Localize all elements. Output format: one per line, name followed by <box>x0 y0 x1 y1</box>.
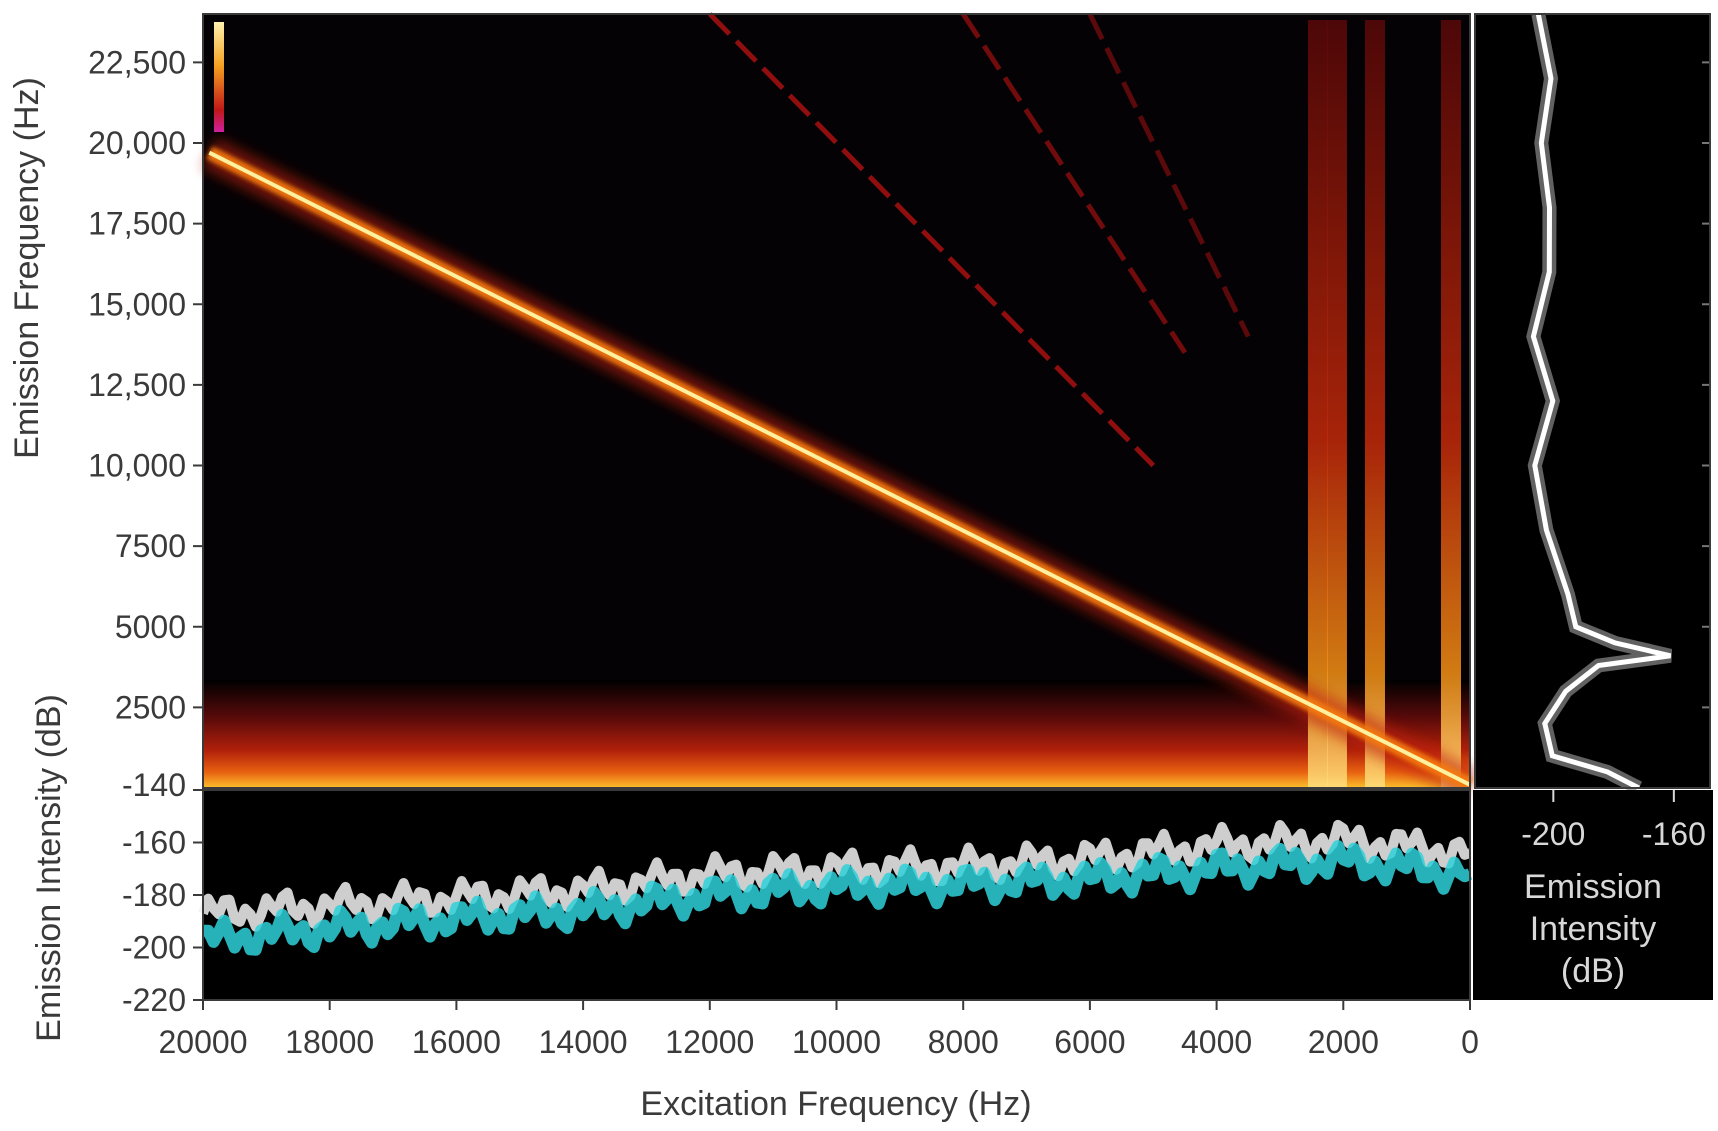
spectrogram-frame <box>202 13 1471 789</box>
harmonic-line <box>1087 12 1251 338</box>
x-tick-label: 6000 <box>1054 1024 1125 1060</box>
y-axis-emission-frequency: 22,500 20,000 17,500 15,000 12,500 10,000 7500… <box>88 44 203 725</box>
emission-profile-panel: -200 -160 Emission Intensity (dB) <box>1473 12 1713 1000</box>
x-axis: 20000 18000 16000 14000 12000 10000 8000 6000 40… <box>159 1000 1479 1060</box>
y-axis-title-emission-intensity: Emission Intensity (dB) <box>30 694 68 1042</box>
x-tick-label: 14000 <box>539 1024 628 1060</box>
profile-axis-title-line2: Intensity <box>1530 910 1657 948</box>
y-tick-label: 10,000 <box>88 448 186 484</box>
harmonic-lines <box>708 12 1251 468</box>
intensity-series <box>198 819 1473 956</box>
x-tick-label: 10000 <box>792 1024 881 1060</box>
spectrogram-background <box>203 14 1470 788</box>
y-tick-label: 5000 <box>115 609 186 645</box>
y-bottom-tick-label: -180 <box>122 877 186 913</box>
vertical-bands <box>1307 20 1461 788</box>
vertical-band <box>1440 20 1461 788</box>
y-tick-label: 20,000 <box>88 125 186 161</box>
spectrogram-panel <box>201 12 1478 800</box>
harmonic-line <box>961 12 1188 354</box>
profile-axis-title-line1: Emission <box>1524 868 1662 906</box>
harmonic-line <box>708 12 1156 468</box>
profile-x-ticks: -200 -160 <box>1521 790 1706 852</box>
y-bottom-tick-label: -220 <box>122 982 186 1018</box>
y-tick-label: 15,000 <box>88 286 186 322</box>
intensity-series-line <box>202 840 1473 956</box>
profile-series <box>1526 12 1710 795</box>
profile-panel-frame <box>1474 13 1711 789</box>
y-axis-title-emission-frequency: Emission Frequency (Hz) <box>8 77 46 459</box>
vertical-band <box>1307 20 1328 788</box>
y-bottom-first-tick-label: -140 <box>122 767 186 803</box>
y-bottom-tick-label: -200 <box>122 930 186 966</box>
x-tick-label: 12000 <box>665 1024 754 1060</box>
profile-axis-title-line3: (dB) <box>1561 952 1625 990</box>
x-tick-label: 0 <box>1461 1024 1479 1060</box>
profile-series-line <box>1530 13 1672 791</box>
intensity-scale-bar <box>214 22 224 132</box>
x-axis-title: Excitation Frequency (Hz) <box>640 1085 1031 1123</box>
vertical-band <box>1364 20 1385 788</box>
y-axis-emission-intensity: -160 -180 -200 -220 <box>122 789 203 1018</box>
low-frequency-band <box>203 680 1470 788</box>
profile-label-box <box>1473 790 1713 1000</box>
y-tick-label: 17,500 <box>88 206 186 242</box>
profile-x-tick-label: -200 <box>1521 816 1585 852</box>
x-tick-label: 8000 <box>928 1024 999 1060</box>
y-tick-label: 7500 <box>115 528 186 564</box>
fundamental-center <box>208 150 1471 787</box>
x-tick-label: 18000 <box>285 1024 374 1060</box>
x-tick-label: 20000 <box>159 1024 248 1060</box>
x-tick-label: 2000 <box>1308 1024 1379 1060</box>
x-tick-label: 4000 <box>1181 1024 1252 1060</box>
y-bottom-tick-label: -160 <box>122 825 186 861</box>
excitation-intensity-panel <box>198 789 1473 1001</box>
x-tick-label: 16000 <box>412 1024 501 1060</box>
y-tick-label: 2500 <box>115 689 186 725</box>
vertical-band <box>1326 20 1347 788</box>
y-tick-label: 22,500 <box>88 44 186 80</box>
intensity-series-line <box>198 819 1472 932</box>
profile-x-tick-label: -160 <box>1642 816 1706 852</box>
y-tick-label: 12,500 <box>88 367 186 403</box>
fundamental-line <box>201 137 1478 800</box>
